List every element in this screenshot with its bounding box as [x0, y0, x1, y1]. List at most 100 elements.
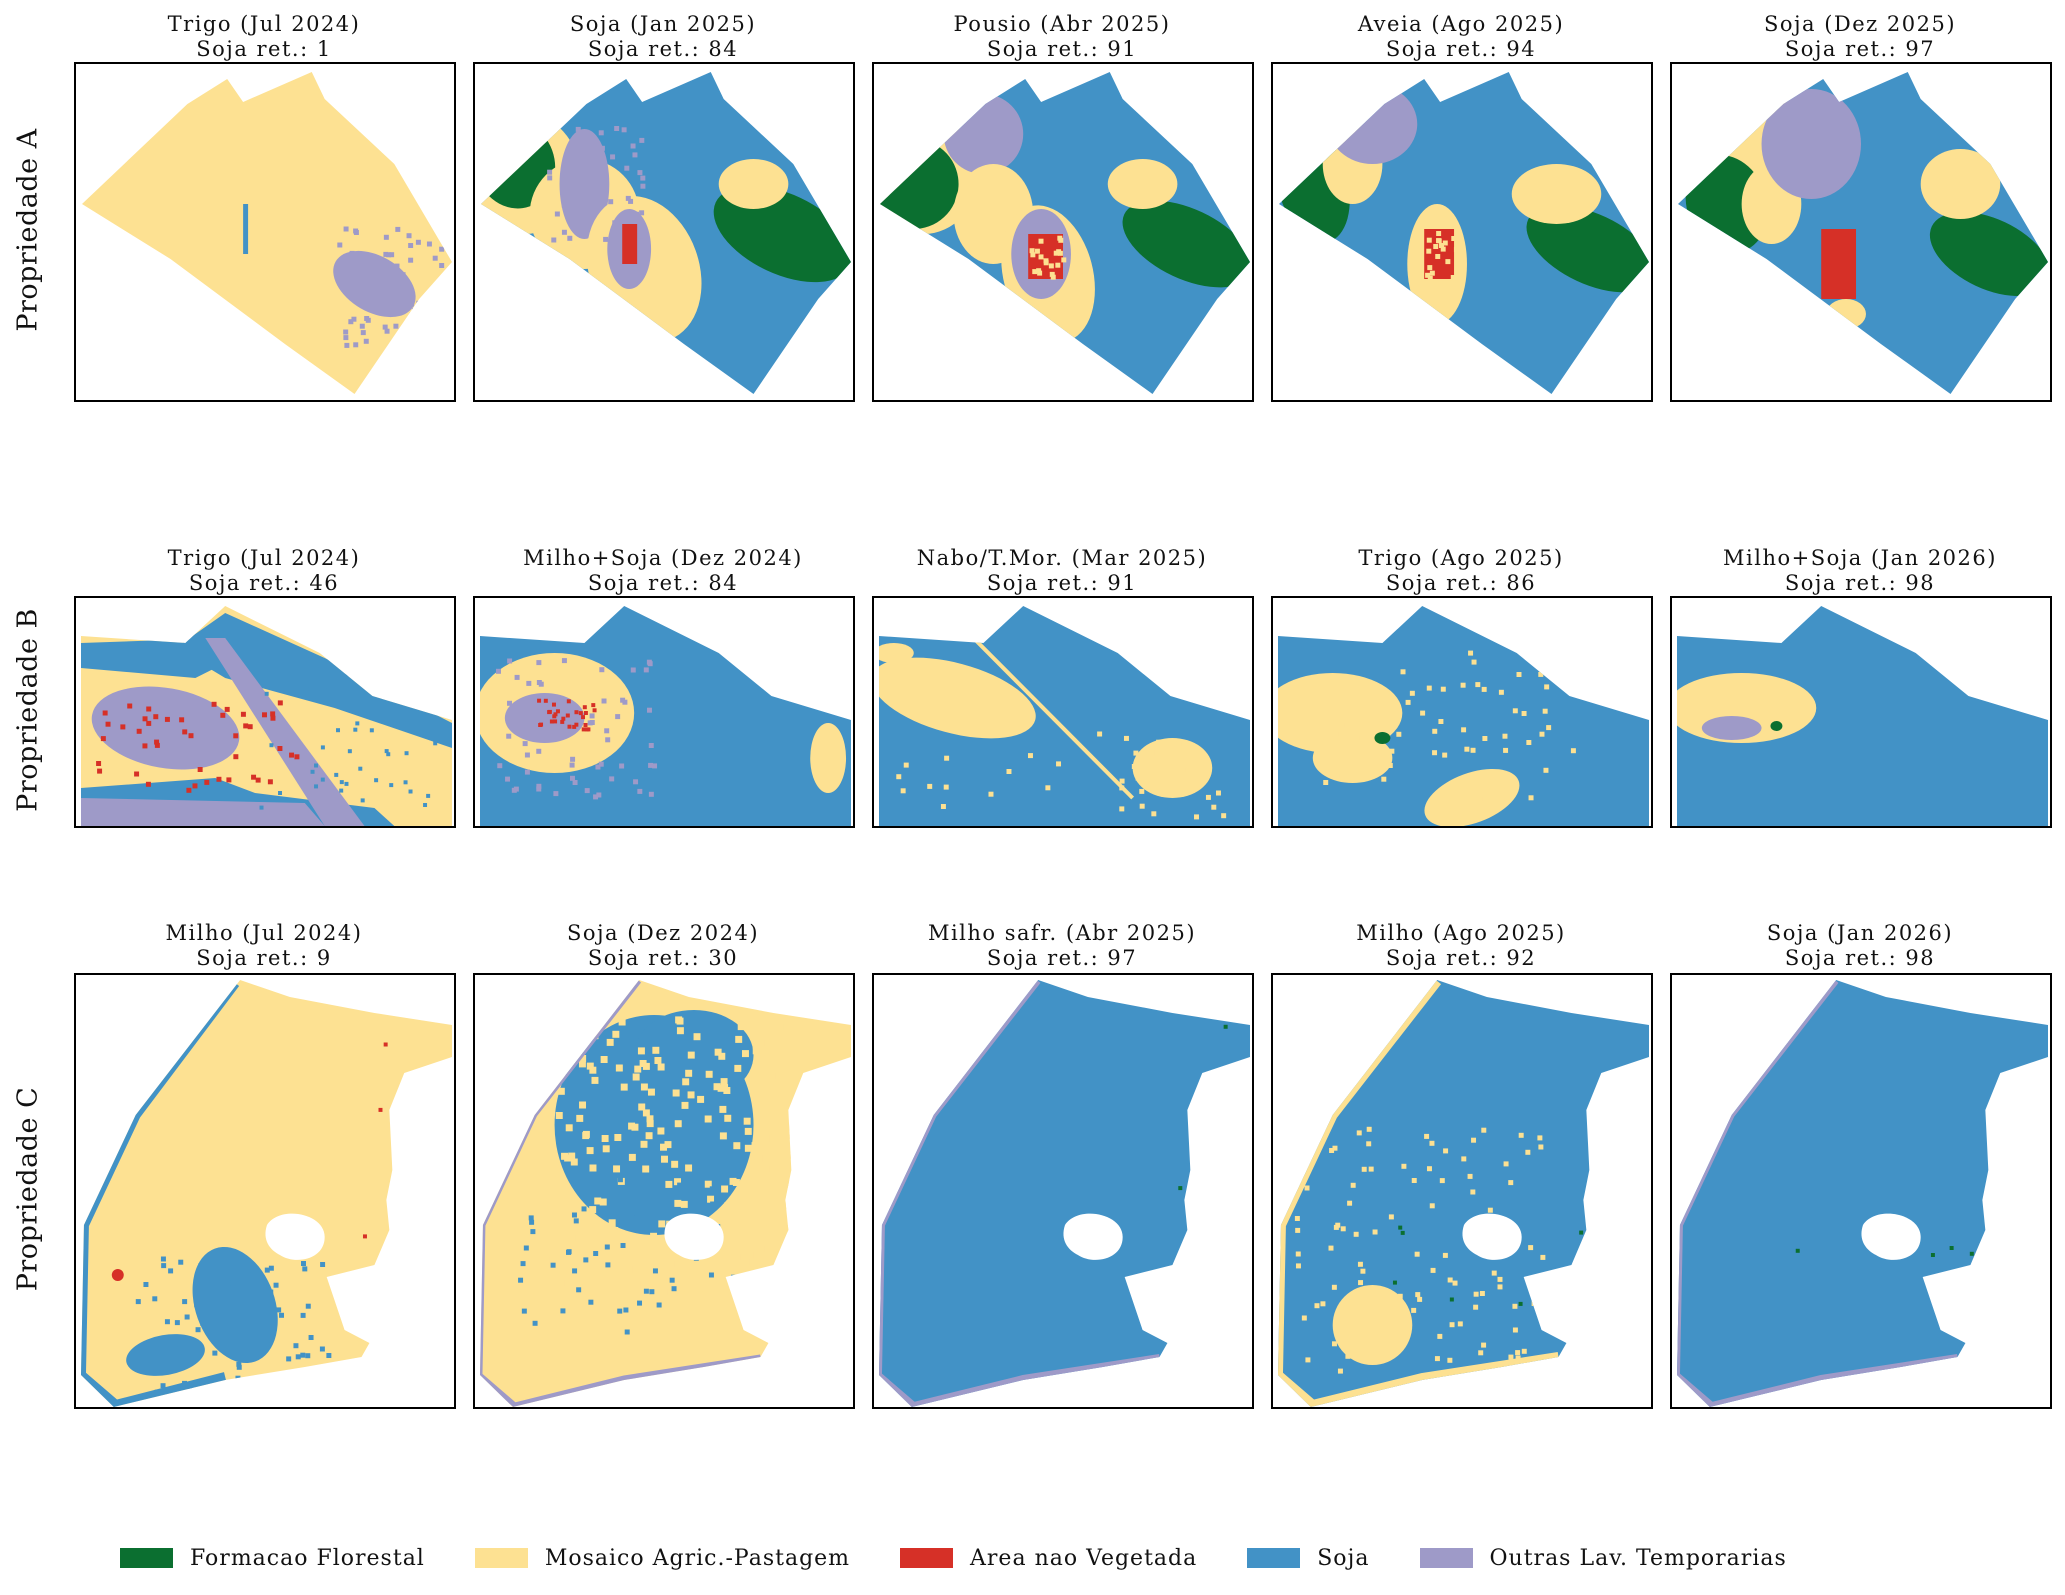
- field-land-cover: [1277, 980, 1650, 1407]
- panel-title: Trigo (Ago 2025) Soja ret.: 86: [1271, 546, 1651, 596]
- map-frame: [1271, 596, 1653, 828]
- panel-soy-retention: Soja ret.: 30: [587, 946, 739, 970]
- legend-label: Mosaico Agric.-Pastagem: [544, 1545, 851, 1571]
- field-hole: [265, 1213, 325, 1260]
- panel-crop-label: Trigo (Jul 2024): [167, 546, 361, 570]
- row-label-text: Propriedade C: [12, 1086, 44, 1292]
- panel-title: Milho (Ago 2025) Soja ret.: 92: [1271, 921, 1651, 971]
- panel-soy-retention: Soja ret.: 9: [196, 946, 332, 970]
- panel-crop-label: Trigo (Jul 2024): [167, 12, 361, 36]
- map-frame: [1271, 62, 1653, 402]
- legend-item: Mosaico Agric.-Pastagem: [474, 1545, 851, 1571]
- panel-soy-retention: Soja ret.: 94: [1385, 37, 1537, 61]
- legend: Formacao Florestal Mosaico Agric.-Pastage…: [120, 1543, 1837, 1573]
- map-frame: [872, 62, 1254, 402]
- row-label-text: Propriedade A: [12, 128, 44, 332]
- legend-label: Outras Lav. Temporarias: [1489, 1545, 1787, 1571]
- field-hole: [1861, 1213, 1921, 1260]
- panel-soy-retention: Soja ret.: 98: [1784, 946, 1936, 970]
- panel-title: Milho+Soja (Dez 2024) Soja ret.: 84: [473, 546, 853, 596]
- legend-label: Area nao Vegetada: [970, 1545, 1198, 1571]
- legend-swatch: [120, 1548, 173, 1568]
- panel-title: Milho+Soja (Jan 2026) Soja ret.: 98: [1670, 546, 2050, 596]
- legend-label: Soja: [1317, 1545, 1370, 1571]
- land-cover-map: [1278, 72, 1650, 394]
- panel-title: Soja (Dez 2025) Soja ret.: 97: [1670, 12, 2050, 62]
- map-frame: [1670, 596, 2052, 828]
- panel-soy-retention: Soja ret.: 98: [1784, 571, 1936, 595]
- panel-soy-retention: Soja ret.: 84: [587, 37, 739, 61]
- field-land-cover: [1277, 606, 1650, 826]
- field-land-cover: [80, 606, 453, 826]
- field-land-cover: [480, 72, 852, 394]
- panel-crop-label: Milho safr. (Abr 2025): [927, 921, 1197, 945]
- panel-crop-label: Aveia (Ago 2025): [1357, 12, 1565, 36]
- field-hole: [1063, 1213, 1123, 1260]
- panel-soy-retention: Soja ret.: 86: [1385, 571, 1537, 595]
- field-land-cover: [479, 606, 852, 826]
- legend-item: Area nao Vegetada: [900, 1546, 1197, 1571]
- legend-item: Outras Lav. Temporarias: [1419, 1545, 1787, 1571]
- panel-title: Aveia (Ago 2025) Soja ret.: 94: [1271, 12, 1651, 62]
- map-frame: [872, 973, 1254, 1409]
- panel-title: Trigo (Jul 2024) Soja ret.: 46: [74, 546, 454, 596]
- field-land-cover: [1278, 72, 1650, 394]
- panel-crop-label: Trigo (Ago 2025): [1358, 546, 1564, 570]
- map-frame: [872, 596, 1254, 828]
- land-cover-map: [1677, 72, 2049, 394]
- legend-item: Soja: [1247, 1546, 1369, 1571]
- panel-title: Soja (Jan 2025) Soja ret.: 84: [473, 12, 853, 62]
- land-cover-map: [1277, 980, 1650, 1407]
- panel-soy-retention: Soja ret.: 91: [986, 37, 1138, 61]
- legend-label: Formacao Florestal: [190, 1545, 425, 1571]
- map-frame: [1670, 62, 2052, 402]
- panel-crop-label: Pousio (Abr 2025): [953, 12, 1171, 36]
- panel-soy-retention: Soja ret.: 91: [986, 571, 1138, 595]
- legend-swatch: [1247, 1548, 1301, 1568]
- panel-crop-label: Milho (Jul 2024): [165, 921, 363, 945]
- map-frame: [473, 62, 855, 402]
- field-land-cover: [1677, 72, 2049, 394]
- panel-crop-label: Milho+Soja (Jan 2026): [1723, 546, 1997, 570]
- field-land-cover: [879, 72, 1251, 394]
- map-frame: [74, 596, 456, 828]
- panel-title: Milho safr. (Abr 2025) Soja ret.: 97: [872, 921, 1252, 971]
- map-frame: [473, 973, 855, 1409]
- land-cover-map: [878, 606, 1251, 826]
- panel-title: Soja (Dez 2024) Soja ret.: 30: [473, 921, 853, 971]
- land-cover-map: [80, 606, 453, 826]
- field-land-cover: [1676, 606, 2049, 826]
- panel-title: Soja (Jan 2026) Soja ret.: 98: [1670, 921, 2050, 971]
- panel-soy-retention: Soja ret.: 97: [986, 946, 1138, 970]
- panel-crop-label: Milho+Soja (Dez 2024): [523, 546, 803, 570]
- legend-swatch: [900, 1548, 954, 1568]
- row-label-text: Propriedade B: [12, 608, 44, 812]
- land-cover-map: [878, 980, 1251, 1407]
- land-cover-map: [1676, 606, 2049, 826]
- land-cover-map: [479, 606, 852, 826]
- field-hole: [1462, 1213, 1522, 1260]
- map-frame: [74, 973, 456, 1409]
- field-land-cover: [80, 980, 453, 1407]
- map-frame: [1271, 973, 1653, 1409]
- land-cover-map: [1277, 606, 1650, 826]
- panel-soy-retention: Soja ret.: 84: [587, 571, 739, 595]
- land-cover-map: [479, 980, 852, 1407]
- panel-crop-label: Nabo/T.Mor. (Mar 2025): [916, 546, 1208, 570]
- panel-crop-label: Soja (Dez 2024): [566, 921, 760, 945]
- field-land-cover: [81, 72, 453, 394]
- panel-crop-label: Soja (Jan 2026): [1766, 921, 1954, 945]
- panel-crop-label: Milho (Ago 2025): [1356, 921, 1566, 945]
- land-cover-map: [480, 72, 852, 394]
- panel-soy-retention: Soja ret.: 46: [188, 571, 340, 595]
- panel-title: Milho (Jul 2024) Soja ret.: 9: [74, 921, 454, 971]
- map-frame: [473, 596, 855, 828]
- field-land-cover: [1676, 980, 2049, 1407]
- field-land-cover: [878, 606, 1251, 826]
- land-cover-map: [879, 72, 1251, 394]
- land-cover-map: [1676, 980, 2049, 1407]
- panel-soy-retention: Soja ret.: 1: [196, 37, 332, 61]
- field-hole: [664, 1213, 724, 1260]
- panel-title: Trigo (Jul 2024) Soja ret.: 1: [74, 12, 454, 62]
- panel-title: Nabo/T.Mor. (Mar 2025) Soja ret.: 91: [872, 546, 1252, 596]
